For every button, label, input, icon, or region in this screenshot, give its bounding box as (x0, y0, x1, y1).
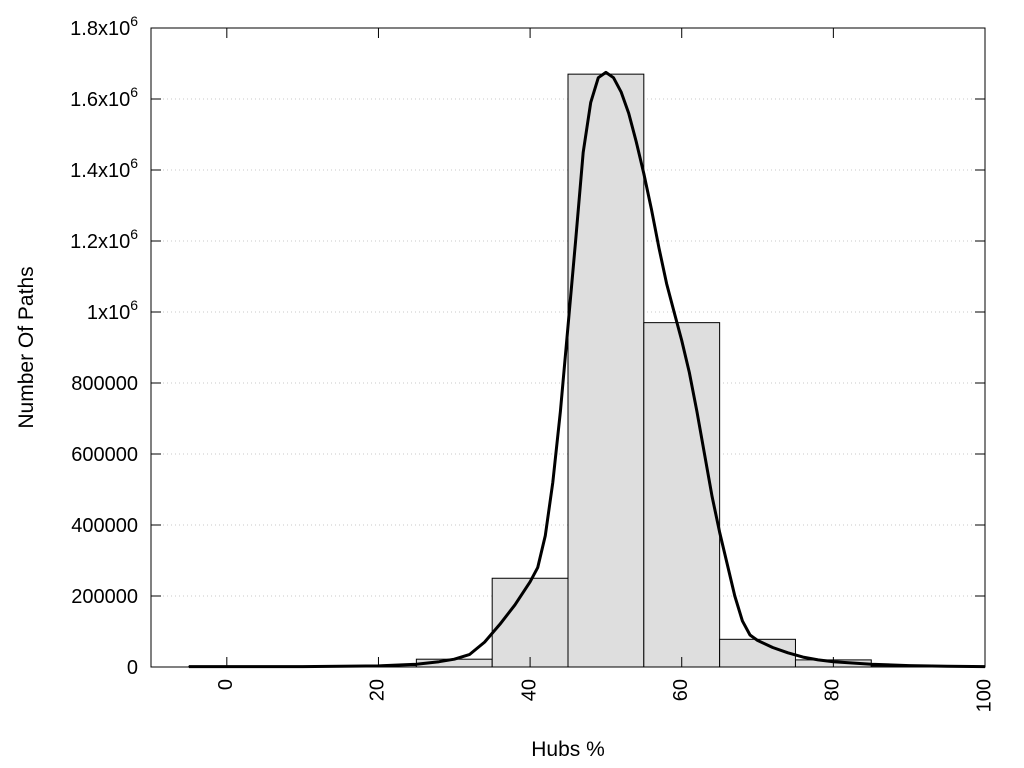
histogram-bar (567, 73, 645, 668)
density-curve (188, 70, 986, 669)
y-tick-label: 400000 (71, 515, 138, 537)
x-tick-label: 100 (973, 679, 995, 712)
y-tick-label: 800000 (71, 373, 138, 395)
y-tick-label: 600000 (71, 444, 138, 466)
histogram-bar (719, 638, 796, 668)
x-tick-label: 60 (670, 679, 692, 701)
y-axis-title: Number Of Paths (15, 266, 38, 428)
x-axis-ticks: 0 20 40 60 80 100 (215, 28, 995, 712)
x-tick-label: 80 (822, 679, 844, 701)
histogram-bars (188, 73, 986, 668)
y-tick-label: 0 (127, 657, 138, 679)
y-tick-label: 1.6x106 (70, 84, 138, 111)
x-tick-label: 20 (367, 679, 389, 701)
x-tick-label: 40 (518, 679, 540, 701)
y-tick-label: 200000 (71, 586, 138, 608)
y-tick-label: 1.2x106 (70, 226, 138, 253)
y-tick-label: 1.8x106 (70, 13, 138, 40)
histogram-bar (643, 322, 721, 668)
x-axis-title: Hubs % (531, 738, 605, 761)
y-tick-label: 1.4x106 (70, 155, 138, 182)
plot-frame (150, 27, 986, 668)
histogram-bar (491, 577, 569, 668)
y-tick-label: 1x106 (87, 297, 138, 324)
x-tick-label: 0 (215, 679, 237, 690)
density-curve-layer (188, 70, 986, 669)
y-axis-ticks: 0 200000 400000 600000 800000 1x106 1.2x106 1.4… (70, 13, 985, 679)
